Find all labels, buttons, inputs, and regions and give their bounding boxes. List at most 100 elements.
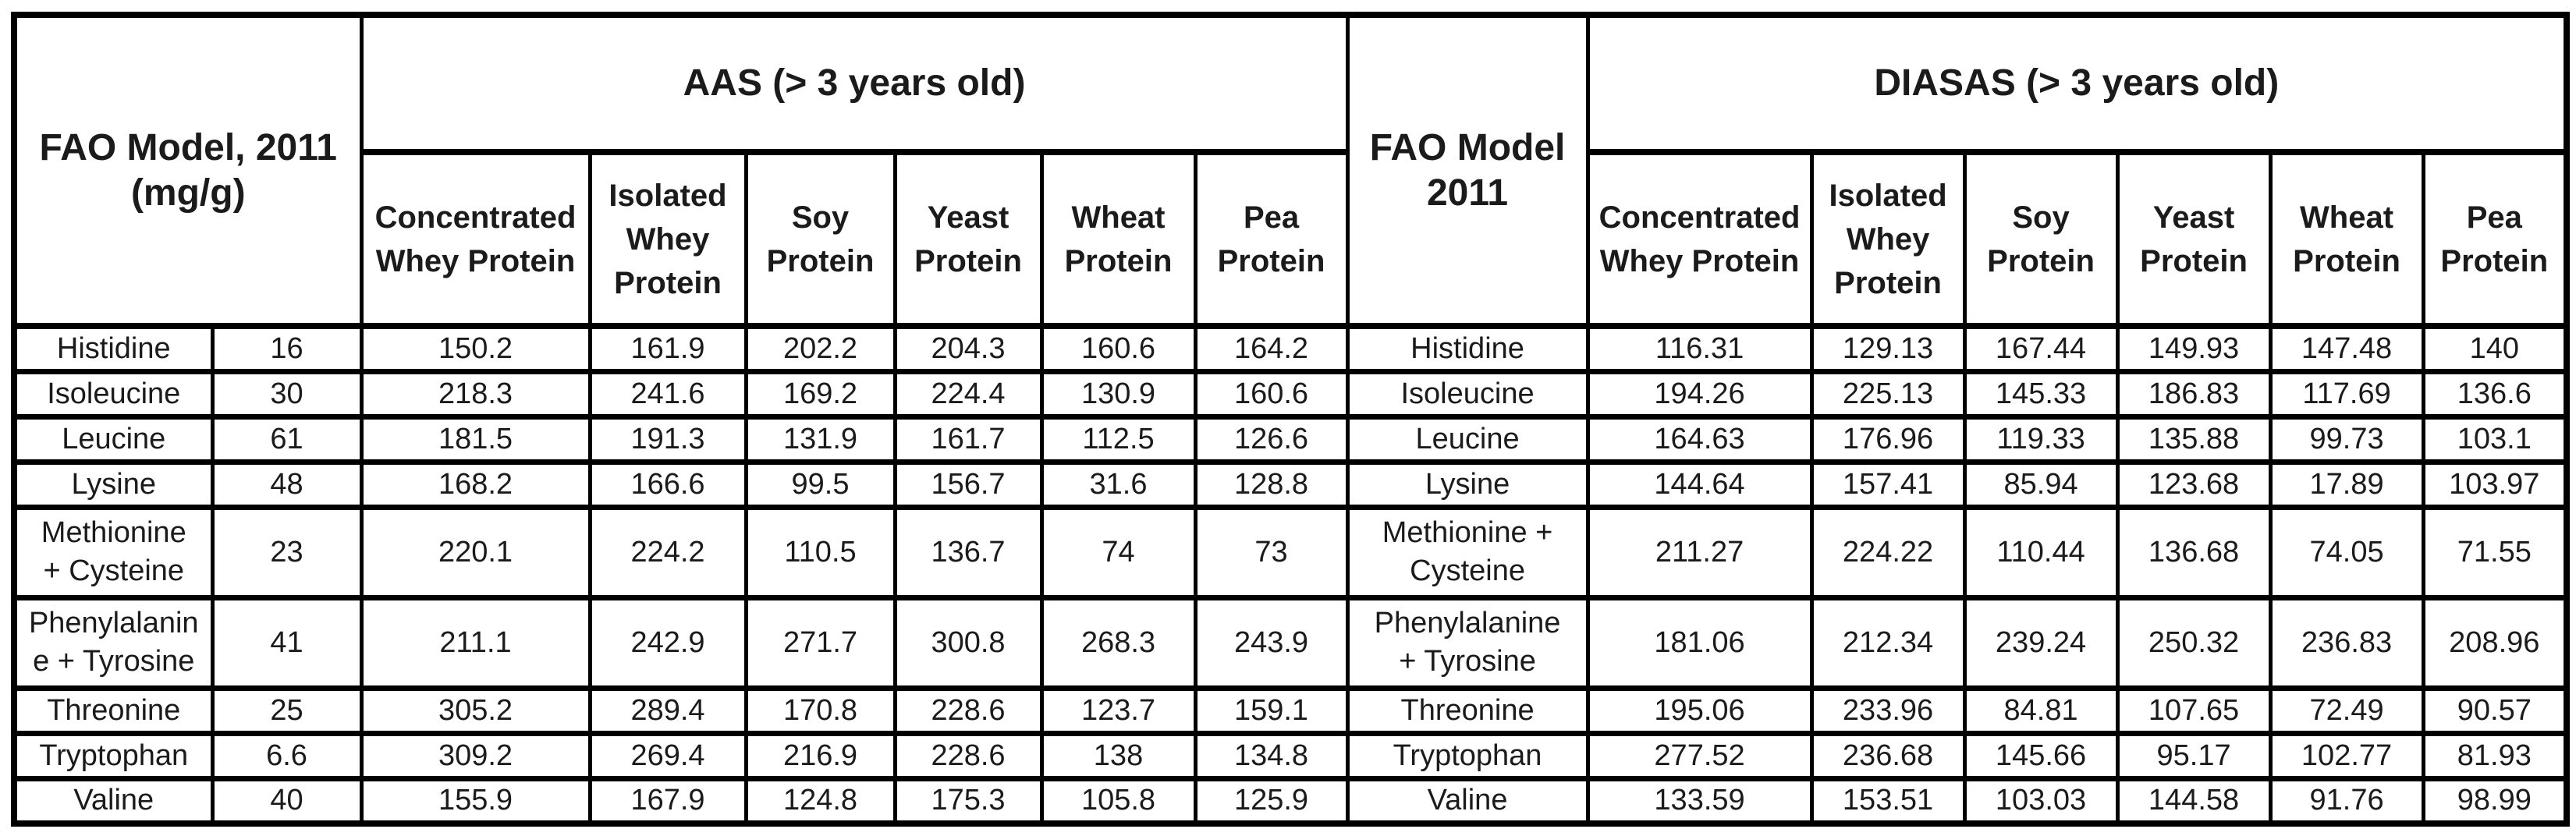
aas-value: 160.6	[1039, 323, 1198, 374]
table-row: Lysine 48 168.2 166.6 99.5 156.7 31.6 128.8 Lysi…	[12, 459, 2569, 510]
diasas-value: 17.89	[2268, 459, 2425, 510]
diasas-value: 194.26	[1585, 368, 1814, 420]
diasas-value: 153.51	[1809, 775, 1967, 827]
aas-value: 161.9	[587, 323, 748, 374]
aas-value: 170.8	[743, 685, 897, 736]
fao-reference-value: 25	[210, 685, 364, 736]
aas-value: 31.6	[1039, 459, 1198, 510]
diasas-value: 176.96	[1809, 413, 1967, 465]
aas-value: 99.5	[743, 459, 897, 510]
amino-acid-name-left: Valine	[12, 775, 215, 827]
diasas-value: 181.06	[1585, 594, 1814, 691]
protein-column-header: Concentrated Whey Protein	[1585, 149, 1814, 329]
aas-value: 181.5	[359, 413, 592, 465]
table-row: Histidine 16 150.2 161.9 202.2 204.3 160.6 164.…	[12, 323, 2569, 374]
aas-value: 228.6	[892, 730, 1044, 781]
table-header: FAO Model, 2011 (mg/g) AAS (> 3 years ol…	[12, 12, 2569, 329]
amino-acid-name-left: Isoleucine	[12, 368, 215, 420]
diasas-value: 144.64	[1585, 459, 1814, 510]
protein-column-header: Wheat Protein	[1039, 149, 1198, 329]
diasas-value: 119.33	[1962, 413, 2120, 465]
header-row-proteins: Concentrated Whey Protein Isolated Whey …	[14, 149, 2569, 329]
diasas-value: 167.44	[1962, 323, 2120, 374]
diasas-value: 147.48	[2268, 323, 2425, 374]
aas-value: 216.9	[743, 730, 897, 781]
aas-value: 126.6	[1193, 413, 1350, 465]
diasas-value: 71.55	[2421, 504, 2569, 600]
table-row: Tryptophan 6.6 309.2 269.4 216.9 228.6 138 134.…	[12, 730, 2569, 781]
aas-value: 243.9	[1193, 594, 1350, 691]
diasas-value: 99.73	[2268, 413, 2425, 465]
aas-value: 164.2	[1193, 323, 1350, 374]
fao-reference-value: 48	[210, 459, 364, 510]
fao-reference-value: 23	[210, 504, 364, 600]
diasas-value: 208.96	[2421, 594, 2569, 691]
aas-value: 167.9	[587, 775, 748, 827]
diasas-value: 91.76	[2268, 775, 2425, 827]
diasas-group-header: DIASAS (> 3 years old)	[1585, 12, 2569, 155]
diasas-value: 102.77	[2268, 730, 2425, 781]
fao-model-left-header: FAO Model, 2011 (mg/g)	[12, 12, 364, 329]
amino-acid-name-left: Histidine	[12, 323, 215, 374]
diasas-value: 103.97	[2421, 459, 2569, 510]
aas-value: 156.7	[892, 459, 1044, 510]
diasas-value: 145.33	[1962, 368, 2120, 420]
protein-column-header: Isolated Whey Protein	[1809, 149, 1967, 329]
protein-column-header: Isolated Whey Protein	[587, 149, 748, 329]
diasas-value: 107.65	[2115, 685, 2273, 736]
fao-reference-value: 6.6	[210, 730, 364, 781]
diasas-value: 186.83	[2115, 368, 2273, 420]
amino-acid-name-right: Methionine + Cysteine	[1345, 504, 1590, 600]
aas-value: 169.2	[743, 368, 897, 420]
protein-column-header: Soy Protein	[743, 149, 897, 329]
aas-value: 73	[1193, 504, 1350, 600]
amino-acid-name-right: Tryptophan	[1345, 730, 1590, 781]
aas-value: 138	[1039, 730, 1198, 781]
aas-value: 224.4	[892, 368, 1044, 420]
diasas-value: 144.58	[2115, 775, 2273, 827]
diasas-value: 212.34	[1809, 594, 1967, 691]
diasas-value: 135.88	[2115, 413, 2273, 465]
aas-value: 110.5	[743, 504, 897, 600]
aas-value: 289.4	[587, 685, 748, 736]
diasas-value: 95.17	[2115, 730, 2273, 781]
protein-column-header: Yeast Protein	[892, 149, 1044, 329]
diasas-value: 81.93	[2421, 730, 2569, 781]
table-row: Methionine + Cysteine 23 220.1 224.2 110.5 13…	[12, 504, 2569, 600]
table-row: Phenylalanin e + Tyrosine 41 211.1 242.9 271…	[12, 594, 2569, 691]
aas-value: 268.3	[1039, 594, 1198, 691]
fao-model-mid-header: FAO Model 2011	[1345, 12, 1590, 329]
aas-value: 112.5	[1039, 413, 1198, 465]
aas-value: 150.2	[359, 323, 592, 374]
aas-value: 220.1	[359, 504, 592, 600]
diasas-value: 85.94	[1962, 459, 2120, 510]
fao-reference-value: 16	[210, 323, 364, 374]
aas-value: 191.3	[587, 413, 748, 465]
protein-score-table: FAO Model, 2011 (mg/g) AAS (> 3 years ol…	[11, 12, 2571, 827]
aas-value: 168.2	[359, 459, 592, 510]
aas-value: 224.2	[587, 504, 748, 600]
diasas-value: 236.68	[1809, 730, 1967, 781]
aas-value: 300.8	[892, 594, 1044, 691]
diasas-value: 211.27	[1585, 504, 1814, 600]
diasas-value: 117.69	[2268, 368, 2425, 420]
table-row: Isoleucine 30 218.3 241.6 169.2 224.4 130.9 160…	[12, 368, 2569, 420]
amino-acid-name-left: Phenylalanin e + Tyrosine	[12, 594, 215, 691]
aas-value: 211.1	[359, 594, 592, 691]
aas-value: 159.1	[1193, 685, 1350, 736]
aas-value: 228.6	[892, 685, 1044, 736]
diasas-value: 129.13	[1809, 323, 1967, 374]
table-row: Threonine 25 305.2 289.4 170.8 228.6 123.7 159.…	[12, 685, 2569, 736]
diasas-value: 90.57	[2421, 685, 2569, 736]
aas-value: 155.9	[359, 775, 592, 827]
amino-acid-name-left: Leucine	[12, 413, 215, 465]
aas-value: 136.7	[892, 504, 1044, 600]
diasas-value: 250.32	[2115, 594, 2273, 691]
diasas-value: 103.03	[1962, 775, 2120, 827]
aas-value: 161.7	[892, 413, 1044, 465]
amino-acid-name-left: Methionine + Cysteine	[12, 504, 215, 600]
amino-acid-name-right: Threonine	[1345, 685, 1590, 736]
diasas-value: 157.41	[1809, 459, 1967, 510]
fao-reference-value: 40	[210, 775, 364, 827]
aas-value: 218.3	[359, 368, 592, 420]
